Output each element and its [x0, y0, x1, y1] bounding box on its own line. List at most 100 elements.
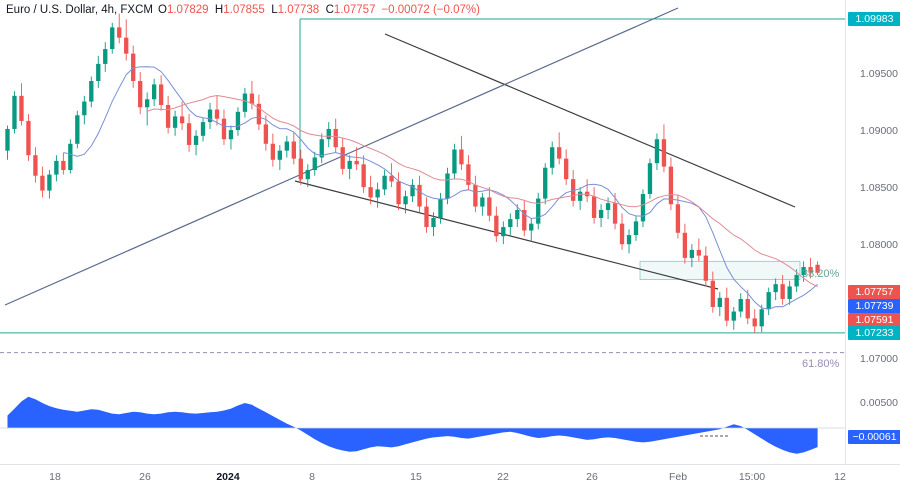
candle-body [68, 143, 73, 171]
high-value: 1.07855 [223, 4, 265, 16]
candle-body [158, 84, 164, 105]
candle-body [165, 104, 171, 128]
candle-body [550, 147, 555, 168]
candle-body [417, 184, 422, 207]
candle-body [117, 27, 122, 38]
candle-body [33, 155, 38, 176]
candle-body [766, 292, 771, 310]
candle-body [626, 235, 632, 245]
candle-body [242, 93, 248, 112]
candle-body [319, 139, 324, 158]
ohlc-values: O1.07829 H1.07855 L1.07738 C1.07757 [158, 4, 375, 16]
fib-zone [639, 260, 801, 280]
overlay-ma-slow [147, 94, 818, 287]
candle-body [103, 49, 108, 64]
price-pane[interactable] [0, 0, 845, 388]
candle-body [186, 123, 192, 145]
candle-body [647, 163, 653, 194]
price-plot [0, 7, 845, 354]
candle-body [696, 249, 702, 256]
candle-body [605, 203, 611, 210]
time-tick: Feb [668, 471, 688, 483]
candle-body [557, 147, 562, 159]
candle-body [452, 149, 457, 174]
oscillator-last-badge[interactable]: −0.00061 [848, 430, 900, 444]
candle-body [151, 84, 157, 100]
candle-body [333, 128, 338, 148]
price-badge-last-price[interactable]: 1.07757 [848, 285, 900, 299]
candle-body [361, 164, 366, 188]
candle-body [773, 284, 778, 293]
candle-body [794, 275, 799, 287]
candle-body [640, 194, 646, 222]
candle-body [815, 264, 820, 273]
price-tick: 1.09500 [860, 68, 898, 81]
fib-label-618: 61.80% [802, 358, 840, 370]
time-tick: 26 [139, 471, 151, 483]
candle-body [508, 219, 513, 228]
candle-body [480, 197, 485, 207]
candle-body [703, 255, 709, 281]
candle-body [738, 298, 743, 312]
time-tick: 12 [834, 471, 846, 483]
candle-body [54, 160, 59, 175]
close-value: 1.07757 [333, 4, 376, 16]
candle-body [522, 209, 527, 231]
candle-body [291, 141, 296, 159]
candle-body [564, 158, 569, 180]
candle-body [368, 187, 373, 198]
price-tick: 1.07000 [860, 353, 898, 366]
candle-body [263, 124, 269, 144]
candle-body [501, 227, 506, 237]
candle-body [745, 298, 750, 319]
candle-body [5, 128, 10, 151]
price-badge-ma[interactable]: 1.07739 [848, 299, 900, 313]
candle-body [89, 81, 94, 102]
time-tick: 22 [497, 471, 509, 483]
candle-body [144, 99, 150, 108]
candle-body [312, 157, 317, 171]
price-tick: 1.09000 [860, 125, 898, 138]
candle-body [305, 170, 310, 180]
candle-body [214, 109, 220, 119]
time-tick: 26 [586, 471, 598, 483]
candle-body [138, 81, 143, 108]
candle-body [780, 284, 785, 299]
candle-body [75, 115, 80, 144]
candle-body [40, 175, 45, 191]
candle-body [724, 297, 729, 321]
candle-body [543, 167, 548, 199]
candle-body [340, 147, 345, 169]
price-scale[interactable]: 1.09500 1.09000 1.08500 1.08000 1.07000 1.099… [845, 0, 900, 464]
candle-body [445, 173, 450, 199]
candle-body [61, 160, 66, 171]
candle-body [661, 139, 667, 167]
candle-body [326, 128, 331, 140]
price-tick: 1.08500 [860, 182, 898, 195]
time-scale[interactable]: 18 26 2024 8 15 22 26 Feb 15:00 12 [0, 464, 900, 489]
candle-body [570, 179, 576, 201]
price-badge-ma2[interactable]: 1.07591 [848, 313, 900, 327]
low-value: 1.07738 [277, 4, 320, 16]
candle-body [598, 209, 604, 218]
candle-body [375, 189, 380, 198]
chart-legend: Euro / U.S. Dollar, 4h, FXCM O1.07829 H1… [6, 2, 480, 18]
candle-body [172, 116, 178, 128]
candle-body [382, 175, 387, 190]
candle-body [529, 223, 534, 231]
price-badge-fib-bottom[interactable]: 1.07233 [848, 325, 900, 340]
candle-body [221, 118, 227, 140]
candle-body [431, 217, 436, 228]
candle-body [26, 120, 31, 156]
candle-body [710, 280, 715, 307]
symbol-label[interactable]: Euro / U.S. Dollar, 4h, FXCM [6, 4, 153, 16]
candle-body [473, 184, 478, 207]
candle-body [808, 267, 813, 273]
price-badge-fib-top[interactable]: 1.09983 [848, 12, 900, 27]
oscillator-pane[interactable] [0, 392, 845, 464]
candle-body [759, 309, 764, 327]
open-key: O [158, 4, 167, 16]
candle-body [424, 206, 429, 228]
candle-body [515, 209, 520, 220]
